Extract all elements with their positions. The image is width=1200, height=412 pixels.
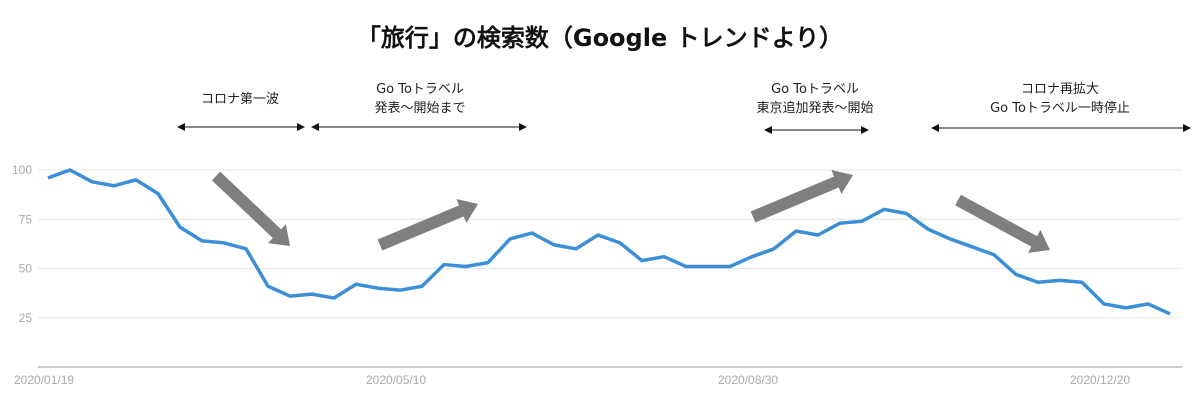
annotation-line: Go Toトラベル <box>376 82 464 97</box>
chart-title: 「旅行」の検索数（Google トレンドより） <box>356 24 844 52</box>
y-tick-label: 100 <box>12 163 32 177</box>
x-tick-label: 2020/08/30 <box>718 373 778 387</box>
trend-arrow <box>377 198 479 251</box>
annotation-goto-tokyo: Go Toトラベル 東京追加発表～開始 <box>720 80 910 118</box>
annotation-line: Go Toトラベル <box>771 82 859 97</box>
annotation-goto-suspend: コロナ再拡大 Go Toトラベル一時停止 <box>950 80 1170 118</box>
trend-arrow <box>750 169 854 223</box>
annotation-line: コロナ再拡大 <box>1020 82 1099 97</box>
annotation-line: Go Toトラベル一時停止 <box>990 101 1130 116</box>
x-tick-label: 2020/05/10 <box>366 373 426 387</box>
y-tick-label: 50 <box>19 262 33 276</box>
annotation-line: コロナ第一波 <box>200 92 279 107</box>
x-tick-label: 2020/01/19 <box>14 373 74 387</box>
series-line <box>47 168 1171 316</box>
y-tick-label: 25 <box>19 311 33 325</box>
trend-arrow <box>955 194 1050 253</box>
trend-arrow <box>211 171 291 247</box>
annotation-goto-announce: Go Toトラベル 発表～開始まで <box>320 80 520 118</box>
y-tick-label: 75 <box>19 212 33 226</box>
x-tick-label: 2020/12/20 <box>1070 373 1130 387</box>
annotation-line: 東京追加発表～開始 <box>756 101 874 116</box>
annotation-first-wave: コロナ第一波 <box>160 90 320 109</box>
annotation-line: 発表～開始まで <box>374 101 466 116</box>
